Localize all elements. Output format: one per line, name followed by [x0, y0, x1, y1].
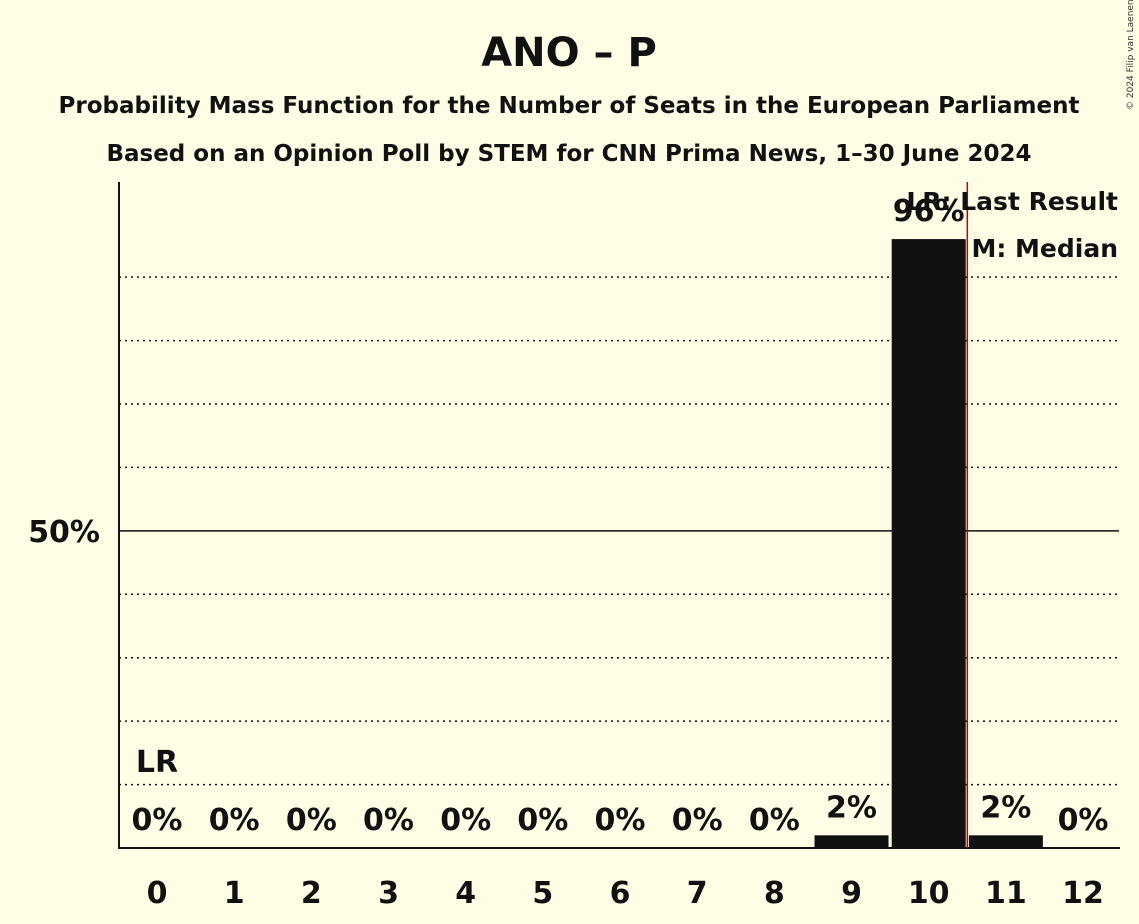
x-tick-label: 8 — [764, 876, 785, 911]
chart-title: ANO – P — [481, 30, 657, 76]
y-tick-labels: 50% — [28, 515, 100, 550]
x-tick-label: 4 — [455, 876, 476, 911]
chart-source: Based on an Opinion Poll by STEM for CNN… — [106, 141, 1031, 167]
data-label: 0% — [749, 803, 800, 838]
x-tick-label: 3 — [378, 876, 399, 911]
last-result-marker: LR — [136, 745, 178, 780]
data-labels: 0% 0% 0% 0% 0% 0% 0% 0% 0% 2% 96% 2% 0% — [132, 194, 1109, 838]
x-tick-label: 10 — [908, 876, 950, 911]
x-tick-label: 6 — [610, 876, 631, 911]
data-label: 2% — [980, 790, 1031, 825]
data-label: 0% — [132, 803, 183, 838]
bars — [814, 239, 1043, 849]
x-tick-label: 5 — [532, 876, 553, 911]
x-tick-label: 7 — [687, 876, 708, 911]
data-label: 0% — [517, 803, 568, 838]
copyright-notice: © 2024 Filip van Laenen — [1126, 0, 1136, 110]
data-label: 0% — [595, 803, 646, 838]
data-label: 0% — [209, 803, 260, 838]
y-tick-label: 50% — [28, 515, 100, 550]
bar — [814, 835, 889, 848]
markers: LR M — [136, 182, 969, 848]
bar — [891, 239, 966, 849]
data-label: 0% — [363, 803, 414, 838]
x-tick-label: 1 — [224, 876, 245, 911]
legend-last-result: LR: Last Result — [906, 187, 1118, 216]
x-tick-label: 11 — [985, 876, 1027, 911]
data-label: 0% — [1058, 803, 1109, 838]
data-label: 96% — [893, 194, 965, 229]
data-label: 0% — [672, 803, 723, 838]
chart-subtitle: Probability Mass Function for the Number… — [59, 93, 1080, 119]
x-tick-label: 12 — [1062, 876, 1104, 911]
legend-median: M: Median — [971, 234, 1118, 263]
x-tick-label: 2 — [301, 876, 322, 911]
data-label: 0% — [286, 803, 337, 838]
x-tick-label: 0 — [147, 876, 168, 911]
median-marker: M — [914, 531, 944, 566]
data-label: 2% — [826, 790, 877, 825]
bar — [968, 835, 1043, 848]
data-label: 0% — [440, 803, 491, 838]
x-tick-labels: 0 1 2 3 4 5 6 7 8 9 10 11 12 — [147, 876, 1104, 911]
gridlines — [119, 276, 1119, 786]
x-tick-label: 9 — [841, 876, 862, 911]
